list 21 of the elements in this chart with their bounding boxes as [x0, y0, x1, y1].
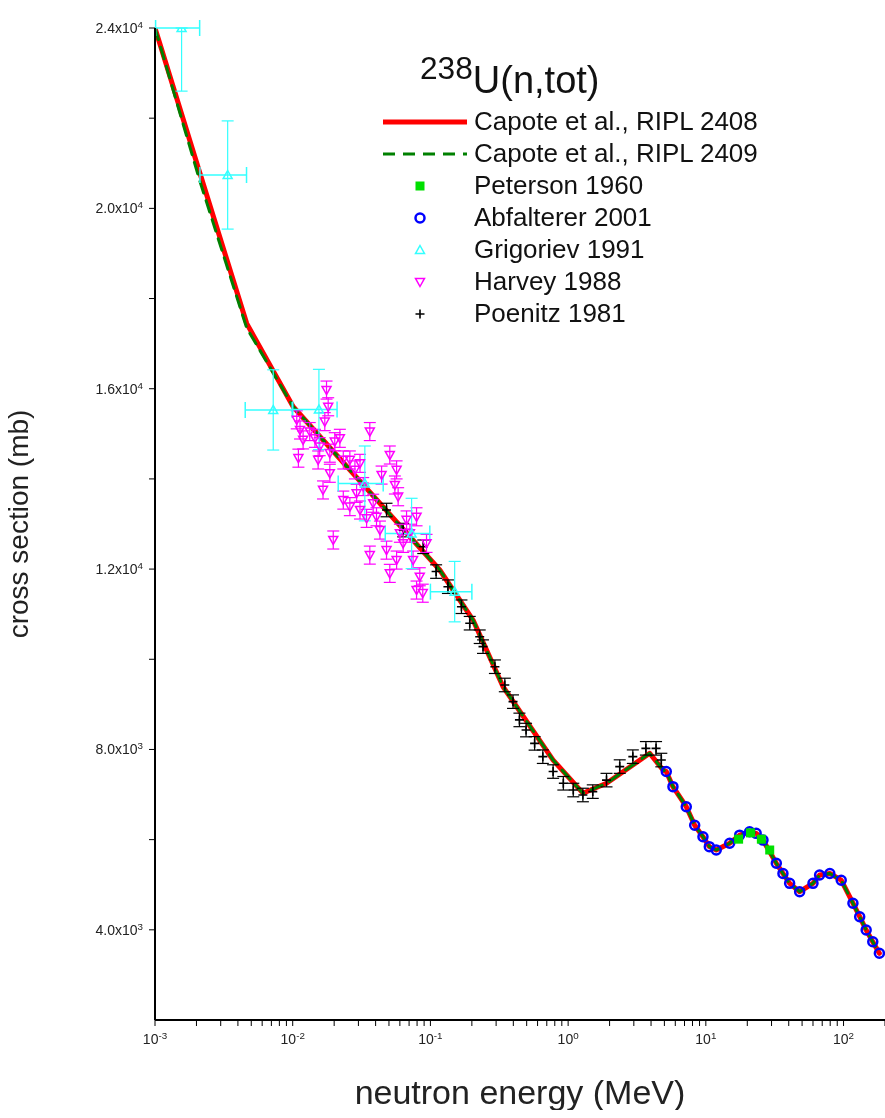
x-tick-label: 10$^{-1}$: [418, 1029, 443, 1047]
y-tick-label: 2.0x10$^{4}$: [95, 198, 144, 217]
y-tick-label: 2.4x10$^{4}$: [95, 18, 144, 36]
legend-label: Harvey 1988: [474, 266, 622, 298]
x-tick-label: 10$^{-2}$: [280, 1029, 305, 1047]
legend-title: $^{238}$U(n,tot): [420, 50, 601, 102]
y-tick-label: 1.6x10$^{4}$: [95, 379, 144, 397]
x-tick-label: 10$^{2}$: [833, 1029, 855, 1047]
y-axis-title: cross section (mb): [2, 409, 34, 639]
x-tick-label: 10$^{1}$: [695, 1029, 717, 1047]
y-tick-label: 8.0x10$^{3}$: [95, 739, 144, 758]
legend-label: Poenitz 1981: [474, 298, 626, 330]
y-tick-label: 1.2x10$^{4}$: [95, 559, 144, 578]
legend-label: Capote et al., RIPL 2408: [474, 106, 758, 138]
x-tick-label: 10$^{0}$: [557, 1029, 580, 1047]
x-tick-label: 10$^{-3}$: [142, 1029, 168, 1047]
legend-label: Peterson 1960: [474, 170, 644, 202]
legend-label: Grigoriev 1991: [474, 234, 645, 266]
y-tick-label: 4.0x10$^{3}$: [95, 920, 144, 938]
legend-label: Abfalterer 2001: [474, 202, 652, 234]
legend-label: Capote et al., RIPL 2409: [474, 138, 758, 170]
